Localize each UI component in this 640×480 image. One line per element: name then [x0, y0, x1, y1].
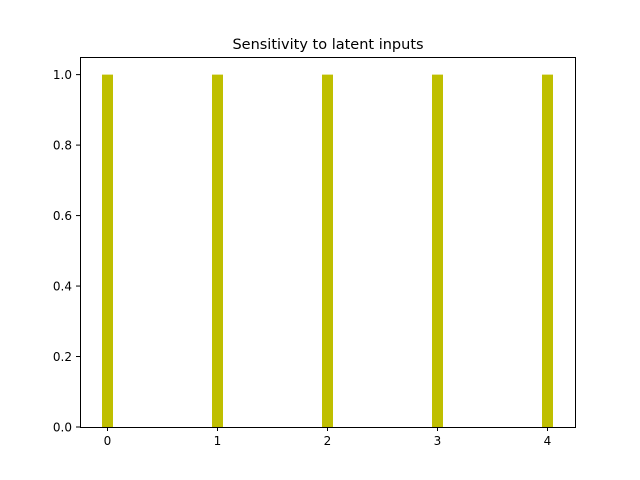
bar-1 — [212, 74, 223, 428]
y-axis-ticks: 0.0 0.2 0.4 0.6 0.8 1.0 — [53, 68, 80, 435]
y-tick-label: 0.8 — [53, 139, 72, 153]
y-tick-label: 0.0 — [53, 421, 72, 435]
x-tick-label: 2 — [324, 434, 332, 448]
bar-4 — [542, 74, 553, 428]
bar-2 — [322, 74, 333, 428]
bar-3 — [432, 74, 443, 428]
bar-0 — [102, 74, 113, 428]
y-tick-label: 0.4 — [53, 280, 72, 294]
chart-title: Sensitivity to latent inputs — [232, 37, 423, 53]
y-tick-label: 1.0 — [53, 68, 72, 82]
plot-area-frame — [80, 57, 576, 428]
y-tick-label: 0.2 — [53, 350, 72, 364]
y-tick-label: 0.6 — [53, 209, 72, 223]
x-tick-label: 4 — [544, 434, 552, 448]
x-tick-label: 3 — [434, 434, 442, 448]
x-tick-label: 0 — [104, 434, 112, 448]
bars — [102, 74, 553, 428]
x-tick-label: 1 — [214, 434, 222, 448]
